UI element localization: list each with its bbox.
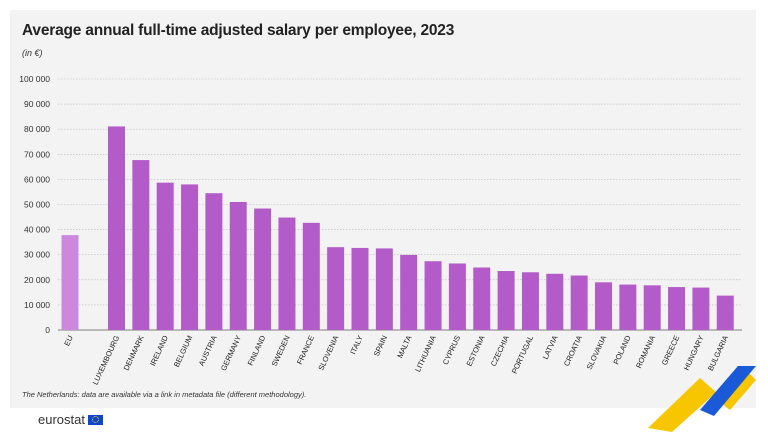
bar-hungary xyxy=(692,287,710,330)
chart-unit-label: (in €) xyxy=(22,48,43,58)
bar-germany xyxy=(229,201,247,330)
y-tick-label: 30 000 xyxy=(24,250,50,260)
bar-poland xyxy=(619,284,637,330)
bar-belgium xyxy=(181,184,199,330)
bar-greece xyxy=(668,287,686,330)
bar-romania xyxy=(643,285,661,330)
bar-cyprus xyxy=(448,263,466,330)
y-tick-label: 10 000 xyxy=(24,300,50,310)
y-tick-label: 70 000 xyxy=(24,149,50,159)
bar-finland xyxy=(254,208,272,330)
y-tick-label: 40 000 xyxy=(24,225,50,235)
bar-croatia xyxy=(570,275,588,330)
footnote: The Netherlands: data are available via … xyxy=(22,390,307,399)
bar-france xyxy=(302,222,320,330)
bar-austria xyxy=(205,193,223,330)
bar-ireland xyxy=(156,182,174,330)
chart-title: Average annual full-time adjusted salary… xyxy=(22,22,455,39)
bar-sweden xyxy=(278,217,296,330)
bar-italy xyxy=(351,247,369,330)
x-tick-label: EU xyxy=(62,334,75,347)
y-tick-label: 60 000 xyxy=(24,174,50,184)
bar-bulgaria xyxy=(716,295,734,330)
bar-lithuania xyxy=(424,261,442,330)
y-tick-label: 100 000 xyxy=(19,74,50,84)
bar-eu xyxy=(61,235,79,330)
bar-spain xyxy=(375,248,393,330)
y-tick-label: 20 000 xyxy=(24,275,50,285)
blue-chevron-icon xyxy=(700,366,756,416)
bar-malta xyxy=(400,254,418,330)
bar-portugal xyxy=(521,272,539,330)
y-tick-label: 80 000 xyxy=(24,124,50,134)
bar-luxembourg xyxy=(108,126,125,331)
logo-text: eurostat xyxy=(38,412,85,427)
y-tick-label: 90 000 xyxy=(24,99,50,109)
bar-estonia xyxy=(473,267,491,330)
eurostat-logo: eurostat xyxy=(38,412,103,427)
bar-slovenia xyxy=(327,247,345,330)
bar-latvia xyxy=(546,273,564,330)
y-tick-label: 50 000 xyxy=(24,200,50,210)
eu-flag-icon xyxy=(87,414,103,425)
bar-slovakia xyxy=(595,282,612,330)
bar-denmark xyxy=(132,160,150,330)
bar-czechia xyxy=(497,271,515,330)
y-tick-label: 0 xyxy=(45,325,50,335)
